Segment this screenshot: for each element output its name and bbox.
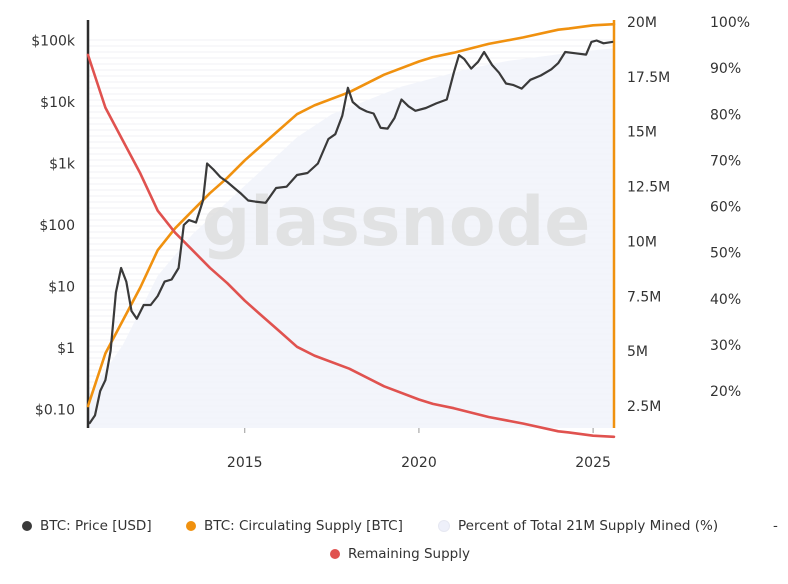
x-tick-label: 2015 xyxy=(227,455,263,471)
y-right-tick-label: 100% xyxy=(710,15,750,31)
x-tick-label: 2020 xyxy=(401,455,437,471)
y-left-tick-label: $1k xyxy=(49,157,76,173)
area-layer xyxy=(88,48,614,429)
legend-dot-percent xyxy=(438,520,450,532)
y-right-tick-label: 70% xyxy=(710,153,741,169)
series-percent-mined-area xyxy=(88,48,614,429)
legend-item-price[interactable]: BTC: Price [USD] xyxy=(22,518,152,534)
legend-item-percent[interactable]: Percent of Total 21M Supply Mined (%) xyxy=(438,518,718,534)
series-layer xyxy=(86,22,616,439)
y-right-tick-label: 40% xyxy=(710,292,741,308)
y-right-tick-label: 50% xyxy=(710,246,741,262)
series-price-line xyxy=(88,39,614,425)
y-right-tick-label: 90% xyxy=(710,61,741,77)
y-left-tick-label: $0.10 xyxy=(35,402,75,418)
y-mid-tick-label: 5M xyxy=(627,344,648,360)
legend-label-supply: BTC: Circulating Supply [BTC] xyxy=(204,518,403,534)
btc-supply-chart: glassnode $0.10 $1 $10 $100 $1k $10k $100k 2.5M… xyxy=(31,15,750,471)
legend-dot-remaining xyxy=(330,549,340,559)
legend-label-price: BTC: Price [USD] xyxy=(40,518,152,534)
y-left-tick-label: $100 xyxy=(39,218,75,234)
y-left-tick-label: $1 xyxy=(57,341,75,357)
x-tick-label: 2025 xyxy=(575,455,611,471)
legend-more-indicator[interactable]: - xyxy=(773,518,778,534)
series-remaining-supply-line xyxy=(86,53,616,439)
y-mid-tick-label: 7.5M xyxy=(627,289,661,305)
legend-item-supply[interactable]: BTC: Circulating Supply [BTC] xyxy=(186,518,403,534)
y-left-tick-label: $10 xyxy=(48,279,75,295)
y-mid-tick-label: 20M xyxy=(627,15,657,31)
y-right-tick-label: 80% xyxy=(710,107,741,123)
legend-item-remaining[interactable]: Remaining Supply xyxy=(330,546,470,562)
series-circulating-supply-line xyxy=(86,22,616,408)
legend-dot-supply xyxy=(186,521,196,531)
y-left-tick-label: $100k xyxy=(31,34,76,50)
axis-layer xyxy=(86,20,616,428)
tick-layer: $0.10 $1 $10 $100 $1k $10k $100k 2.5M 5M 7.5M 10M 1… xyxy=(31,15,750,471)
legend-label-remaining: Remaining Supply xyxy=(348,546,470,562)
y-right-tick-label: 20% xyxy=(710,384,741,400)
y-mid-tick-label: 2.5M xyxy=(627,399,661,415)
y-left-tick-label: $10k xyxy=(40,95,76,111)
y-mid-tick-label: 12.5M xyxy=(627,180,670,196)
y-mid-tick-label: 10M xyxy=(627,234,657,250)
y-mid-tick-label: 15M xyxy=(627,125,657,141)
y-mid-tick-label: 17.5M xyxy=(627,70,670,86)
y-right-tick-label: 60% xyxy=(710,200,741,216)
legend-label-percent: Percent of Total 21M Supply Mined (%) xyxy=(458,518,719,534)
watermark: glassnode xyxy=(202,183,591,262)
legend-dot-price xyxy=(22,521,32,531)
y-right-tick-label: 30% xyxy=(710,338,741,354)
